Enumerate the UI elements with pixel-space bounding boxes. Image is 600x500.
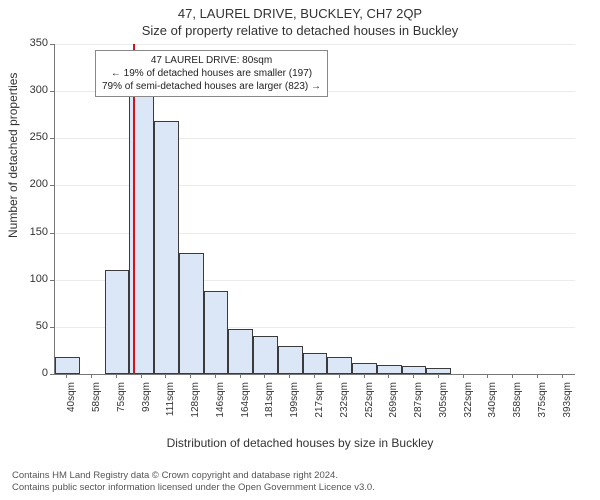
y-tick-label: 200 <box>20 178 48 190</box>
x-tick-mark <box>512 374 513 378</box>
x-tick-mark <box>438 374 439 378</box>
x-tick-mark <box>289 374 290 378</box>
y-tick-label: 100 <box>20 273 48 285</box>
histogram-bar <box>303 353 328 374</box>
y-tick-mark <box>50 44 54 45</box>
footer-line1: Contains HM Land Registry data © Crown c… <box>12 470 375 482</box>
y-tick-label: 300 <box>20 84 48 96</box>
x-tick-label: 358sqm <box>512 382 523 432</box>
histogram-bar <box>105 270 130 374</box>
x-tick-mark <box>215 374 216 378</box>
histogram-bar <box>352 363 377 374</box>
x-tick-mark <box>190 374 191 378</box>
x-tick-mark <box>562 374 563 378</box>
histogram-bar <box>154 121 179 374</box>
x-tick-label: 375sqm <box>537 382 548 432</box>
y-tick-mark <box>50 233 54 234</box>
y-axis-label: Number of detached properties <box>6 73 20 238</box>
x-tick-mark <box>413 374 414 378</box>
histogram-bar <box>204 291 229 374</box>
plot-area: 47 LAUREL DRIVE: 80sqm← 19% of detached … <box>54 44 575 375</box>
x-tick-label: 128sqm <box>190 382 201 432</box>
histogram-bar <box>278 346 303 374</box>
x-tick-label: 287sqm <box>413 382 424 432</box>
x-tick-label: 269sqm <box>388 382 399 432</box>
x-tick-label: 164sqm <box>240 382 251 432</box>
x-tick-label: 305sqm <box>438 382 449 432</box>
x-tick-mark <box>487 374 488 378</box>
x-tick-mark <box>314 374 315 378</box>
histogram-bar <box>55 357 80 374</box>
annotation-line: ← 19% of detached houses are smaller (19… <box>102 67 321 80</box>
x-tick-label: 58sqm <box>91 382 102 432</box>
x-tick-mark <box>116 374 117 378</box>
page-title-line2: Size of property relative to detached ho… <box>0 21 600 38</box>
histogram-bar <box>402 366 427 374</box>
x-tick-label: 322sqm <box>463 382 474 432</box>
property-annotation: 47 LAUREL DRIVE: 80sqm← 19% of detached … <box>95 50 328 97</box>
y-tick-mark <box>50 327 54 328</box>
x-tick-label: 93sqm <box>141 382 152 432</box>
x-tick-label: 340sqm <box>487 382 498 432</box>
x-tick-label: 146sqm <box>215 382 226 432</box>
x-tick-label: 75sqm <box>116 382 127 432</box>
y-tick-mark <box>50 185 54 186</box>
x-tick-mark <box>165 374 166 378</box>
x-tick-mark <box>364 374 365 378</box>
histogram-bar <box>253 336 278 374</box>
x-tick-mark <box>141 374 142 378</box>
x-tick-mark <box>388 374 389 378</box>
y-tick-label: 150 <box>20 226 48 238</box>
x-tick-label: 111sqm <box>165 382 176 432</box>
x-tick-mark <box>240 374 241 378</box>
x-tick-mark <box>91 374 92 378</box>
histogram-bar <box>327 357 352 374</box>
x-tick-label: 199sqm <box>289 382 300 432</box>
x-tick-mark <box>339 374 340 378</box>
y-tick-label: 0 <box>20 367 48 379</box>
x-tick-label: 252sqm <box>364 382 375 432</box>
histogram-bar <box>228 329 253 374</box>
x-tick-mark <box>537 374 538 378</box>
annotation-line: 47 LAUREL DRIVE: 80sqm <box>102 54 321 67</box>
x-tick-mark <box>463 374 464 378</box>
x-axis-label: Distribution of detached houses by size … <box>0 436 600 450</box>
y-tick-mark <box>50 138 54 139</box>
x-tick-label: 40sqm <box>66 382 77 432</box>
y-tick-label: 250 <box>20 131 48 143</box>
y-tick-mark <box>50 374 54 375</box>
x-tick-label: 393sqm <box>562 382 573 432</box>
page-title-line1: 47, LAUREL DRIVE, BUCKLEY, CH7 2QP <box>0 0 600 21</box>
x-tick-label: 181sqm <box>264 382 275 432</box>
x-tick-mark <box>66 374 67 378</box>
y-tick-mark <box>50 280 54 281</box>
histogram-bar <box>179 253 204 374</box>
histogram-bar <box>426 368 451 374</box>
x-tick-label: 217sqm <box>314 382 325 432</box>
x-tick-mark <box>264 374 265 378</box>
x-tick-label: 232sqm <box>339 382 350 432</box>
footer-attribution: Contains HM Land Registry data © Crown c… <box>12 470 375 494</box>
y-tick-label: 50 <box>20 320 48 332</box>
annotation-line: 79% of semi-detached houses are larger (… <box>102 80 321 93</box>
y-tick-mark <box>50 91 54 92</box>
chart-container: Number of detached properties 47 LAUREL … <box>0 38 600 448</box>
y-tick-label: 350 <box>20 37 48 49</box>
footer-line2: Contains public sector information licen… <box>12 482 375 494</box>
histogram-bar <box>377 365 402 374</box>
